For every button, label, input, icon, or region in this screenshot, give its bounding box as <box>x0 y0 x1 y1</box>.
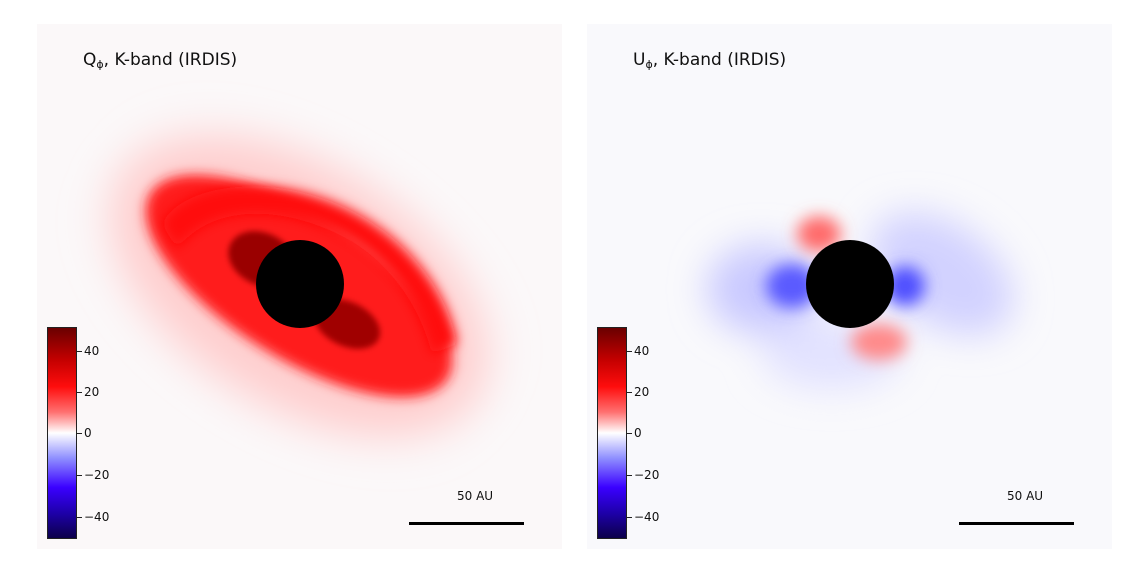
colorbar-tick <box>627 475 632 476</box>
u-phi-colorbar <box>597 327 627 539</box>
colorbar-tick-label: 20 <box>84 385 100 399</box>
colorbar-tick-label: 20 <box>634 385 650 399</box>
colorbar-tick <box>77 475 82 476</box>
u-phi-title: Uϕ, K-band (IRDIS) <box>633 50 787 71</box>
scale-bar <box>409 522 524 525</box>
scale-bar <box>959 522 1074 525</box>
q-phi-title: Qϕ, K-band (IRDIS) <box>83 50 238 71</box>
colorbar-tick <box>77 392 82 393</box>
q-phi-colorbar <box>47 327 77 539</box>
colorbar-tick-label: −20 <box>634 468 660 482</box>
colorbar-tick <box>77 351 82 352</box>
colorbar-tick <box>627 433 632 434</box>
colorbar-tick-label: 0 <box>634 426 642 440</box>
colorbar-tick-label: 0 <box>84 426 92 440</box>
q-phi-image-panel: Qϕ, K-band (IRDIS) 40 20 0 −20 −40 50 AU <box>37 24 562 549</box>
coronagraph-mask <box>806 240 894 328</box>
u-phi-residual-image <box>707 212 1014 389</box>
colorbar-tick-label: −40 <box>84 510 110 524</box>
scale-bar-label: 50 AU <box>1007 489 1044 503</box>
colorbar-tick <box>627 517 632 518</box>
colorbar-tick <box>77 517 82 518</box>
colorbar-tick-label: 40 <box>634 344 650 358</box>
colorbar-tick <box>627 351 632 352</box>
colorbar-tick <box>77 433 82 434</box>
coronagraph-mask <box>256 240 344 328</box>
colorbar-tick <box>627 392 632 393</box>
q-phi-disk-image <box>109 135 489 437</box>
colorbar-tick-label: 40 <box>84 344 100 358</box>
colorbar-tick-label: −20 <box>84 468 110 482</box>
scale-bar-label: 50 AU <box>457 489 494 503</box>
colorbar-tick-label: −40 <box>634 510 660 524</box>
u-phi-image-panel: Uϕ, K-band (IRDIS) 40 20 0 −20 −40 50 AU <box>587 24 1112 549</box>
